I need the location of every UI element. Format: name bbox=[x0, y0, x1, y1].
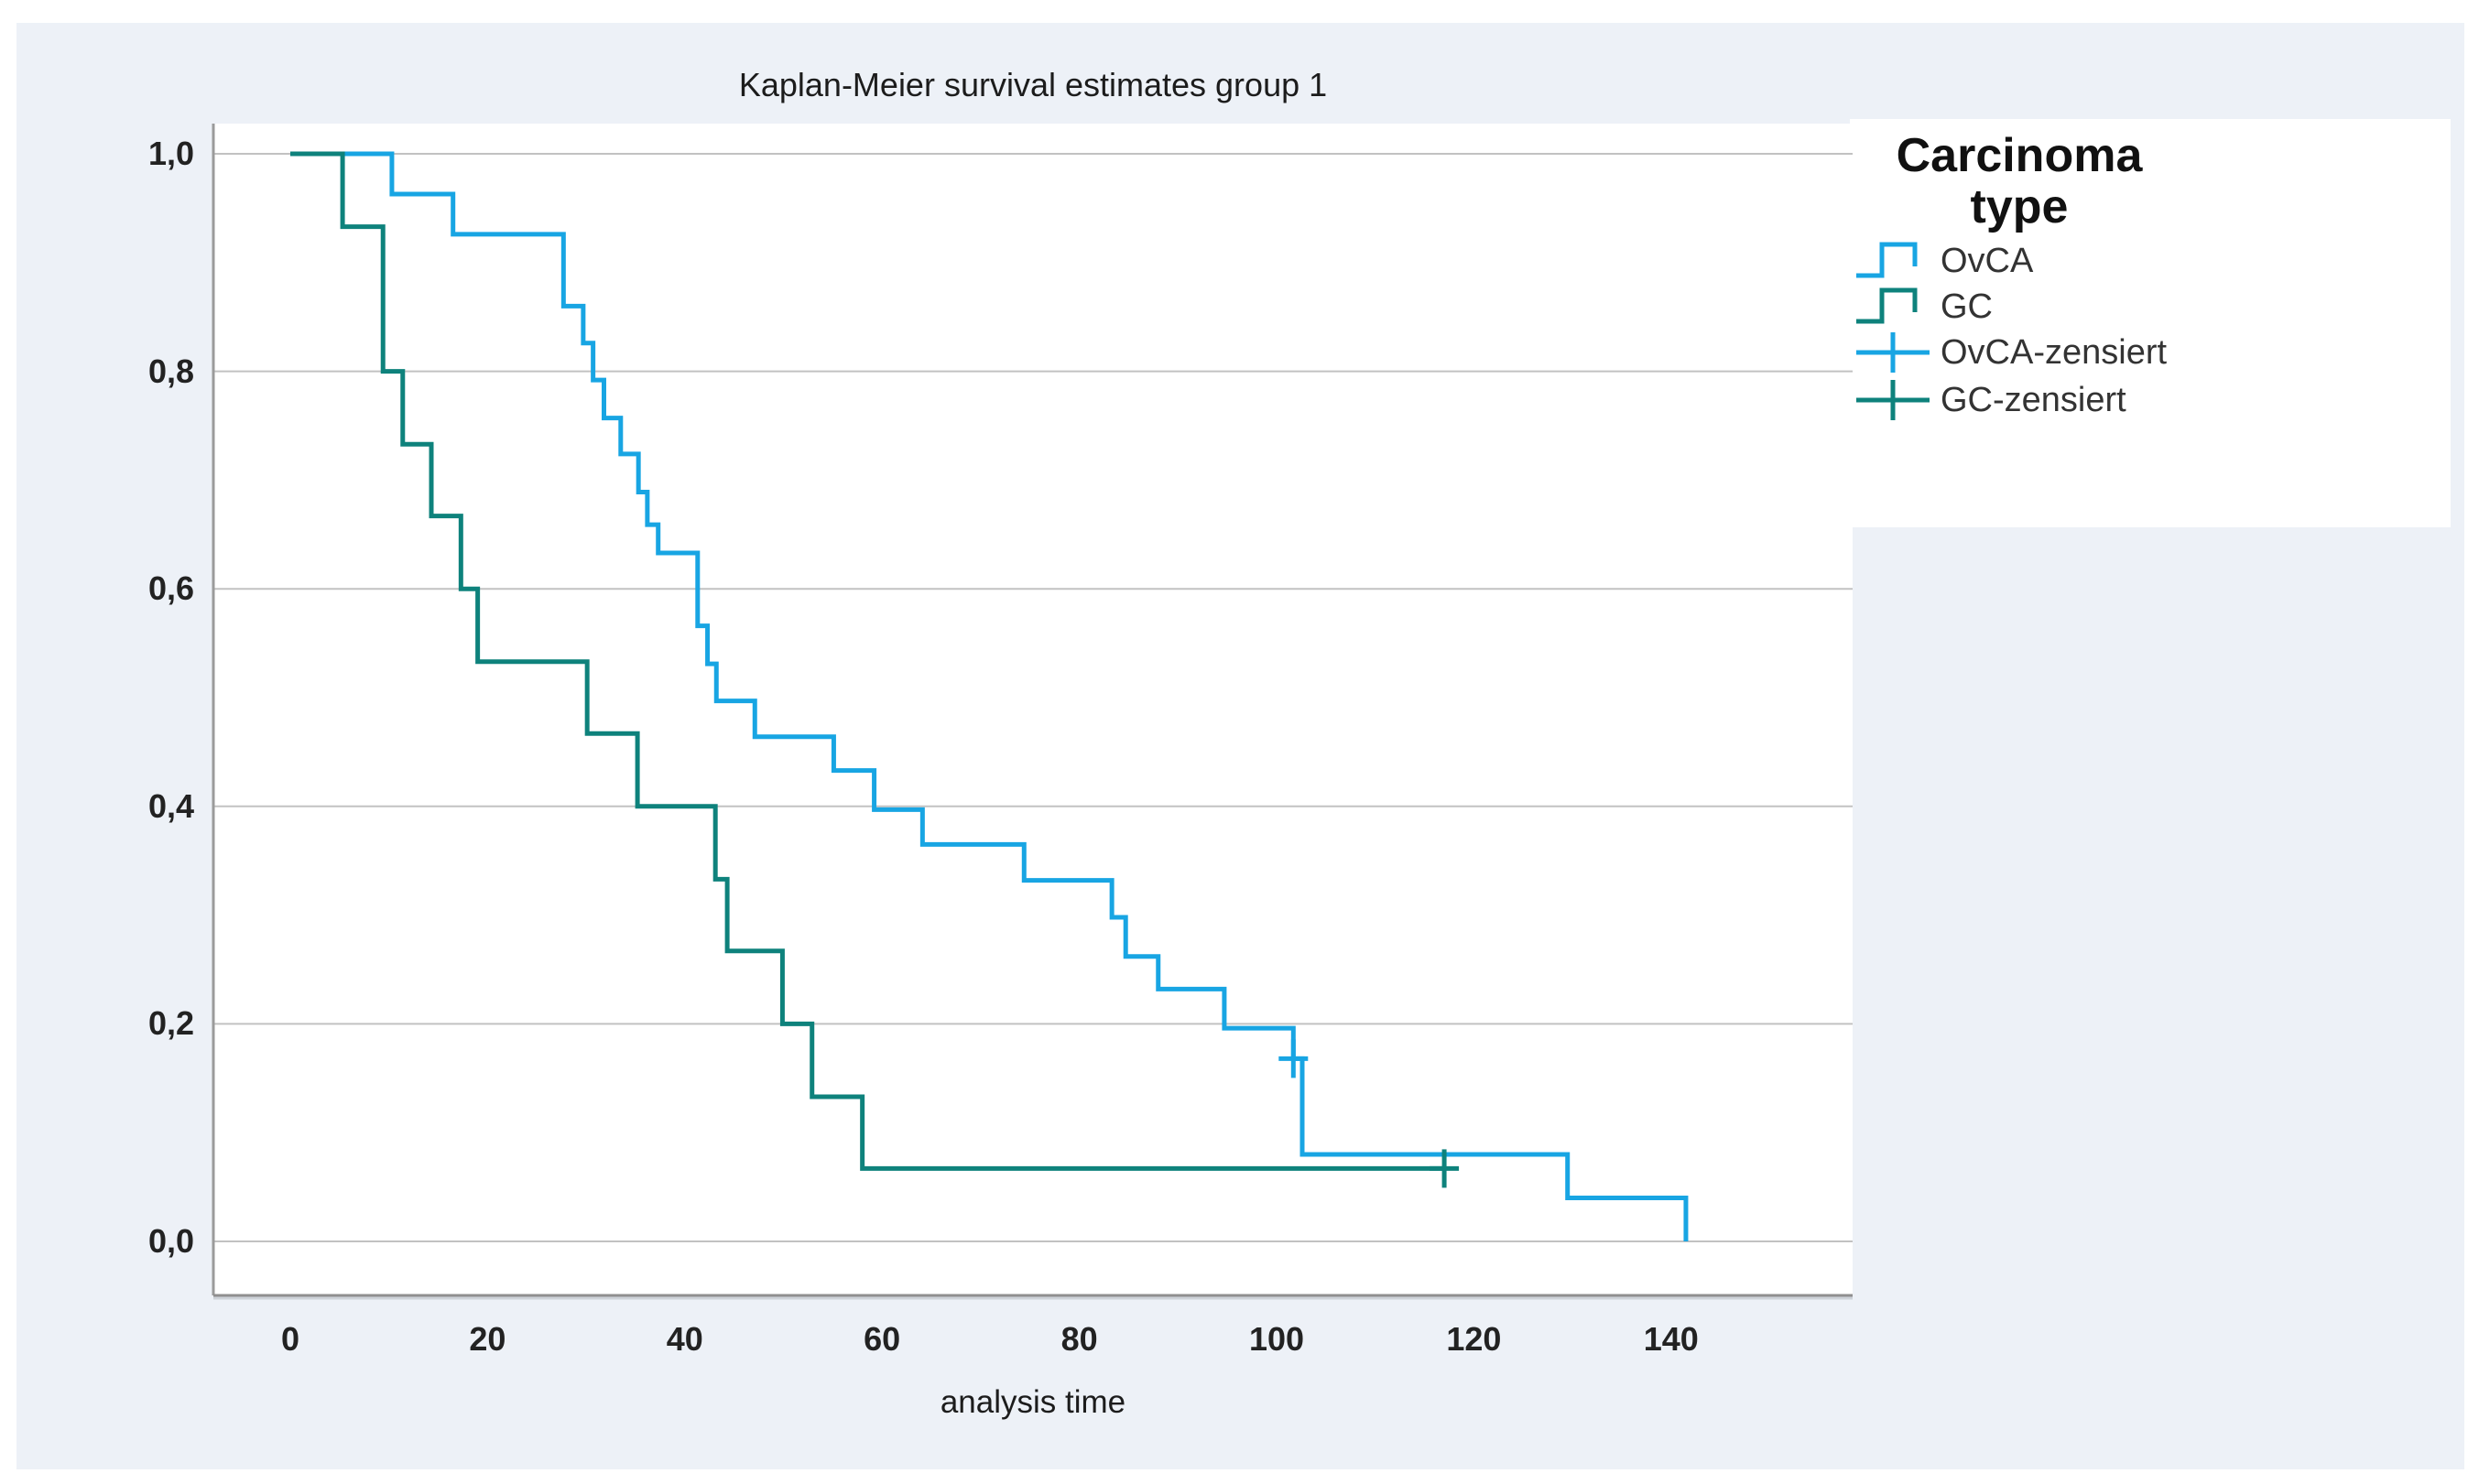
legend-item-gc-zensiert: GC-zensiert bbox=[1854, 371, 2126, 429]
legend-title: Carcinoma type bbox=[1868, 130, 2170, 233]
x-tick-label: 60 bbox=[864, 1320, 901, 1358]
x-axis-title: analysis time bbox=[940, 1384, 1126, 1420]
legend-item-label: OvCA bbox=[1941, 241, 2034, 280]
y-tick-label: 0,6 bbox=[147, 569, 194, 608]
x-tick-label: 120 bbox=[1446, 1320, 1502, 1358]
legend-box bbox=[1850, 119, 2451, 527]
censor-plus-icon bbox=[1856, 380, 1930, 420]
legend-item-gc: GC bbox=[1854, 277, 1993, 336]
legend-item-label: GC bbox=[1941, 287, 1993, 326]
legend-item-ovca-zensiert: OvCA-zensiert bbox=[1854, 323, 2167, 382]
legend-item-label: OvCA-zensiert bbox=[1941, 332, 2168, 372]
y-tick-label: 0,2 bbox=[147, 1004, 194, 1043]
step-line-icon bbox=[1856, 242, 1918, 278]
x-tick-label: 100 bbox=[1248, 1320, 1305, 1358]
ovca-survival-curve bbox=[290, 151, 1689, 1241]
gc-survival-curve bbox=[290, 151, 1445, 1171]
plot-area-background bbox=[213, 124, 1853, 1295]
legend-item-label: GC-zensiert bbox=[1941, 380, 2126, 419]
y-tick-label: 0,0 bbox=[147, 1222, 194, 1260]
x-tick-label: 80 bbox=[1060, 1320, 1098, 1358]
y-tick-label: 0,4 bbox=[147, 786, 194, 825]
step-line-icon bbox=[1856, 287, 1918, 324]
x-tick-label: 0 bbox=[280, 1320, 300, 1358]
chart-title: Kaplan-Meier survival estimates group 1 bbox=[738, 66, 1328, 103]
y-tick-label: 0,8 bbox=[147, 352, 194, 390]
legend-item-ovca: OvCA bbox=[1854, 232, 2033, 290]
legend-title-line1: Carcinoma bbox=[1896, 129, 2143, 182]
x-tick-label: 20 bbox=[469, 1320, 506, 1358]
x-tick-label: 40 bbox=[666, 1320, 703, 1358]
x-tick-label: 140 bbox=[1643, 1320, 1699, 1358]
y-tick-label: 1,0 bbox=[147, 135, 194, 172]
censor-plus-icon bbox=[1856, 332, 1930, 373]
legend-title-line2: type bbox=[1970, 180, 2069, 233]
